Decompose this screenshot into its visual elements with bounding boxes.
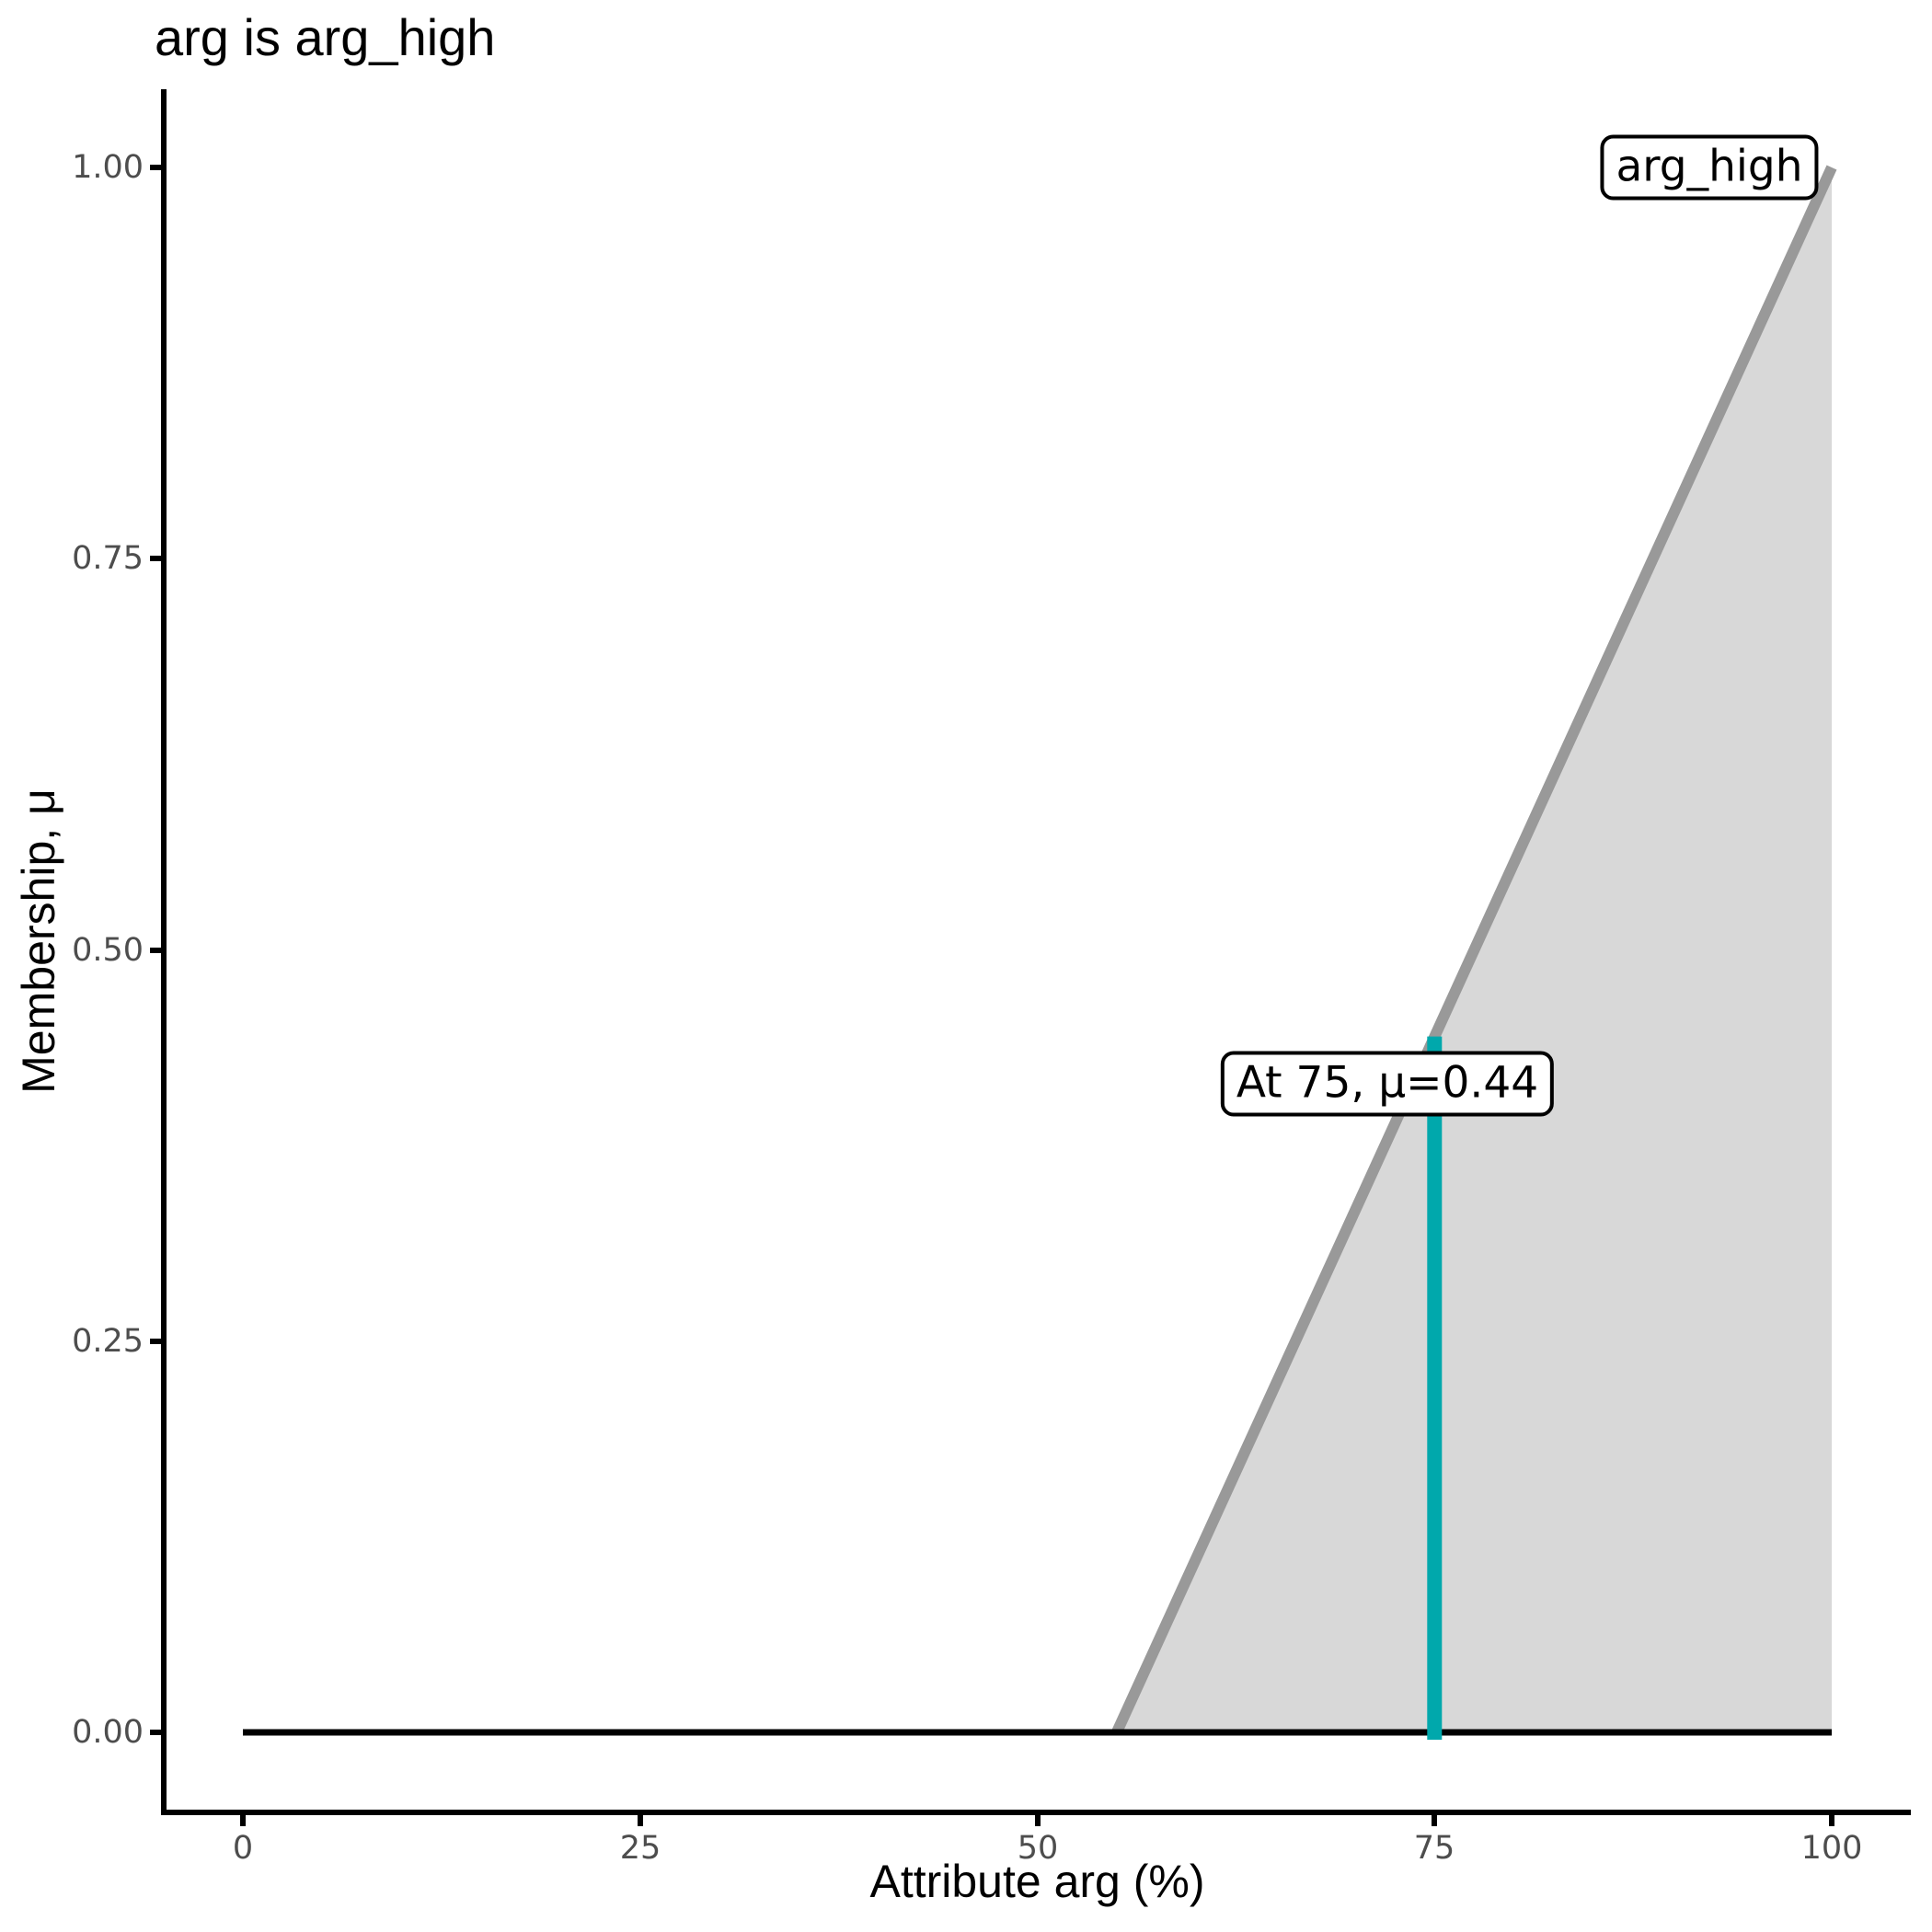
y-tick-label-1.00: 1.00 [72,149,144,186]
x-axis-title: Attribute arg (%) [869,1856,1205,1907]
x-tick-label-50: 50 [1017,1830,1059,1867]
plot-title: arg is arg_high [155,8,496,66]
y-tick-label-0.50: 0.50 [72,932,144,969]
x-tick-label-75: 75 [1413,1830,1455,1867]
y-tick-label-0.00: 0.00 [72,1714,144,1751]
membership-line [1111,165,1837,1735]
x-tick-label-100: 100 [1800,1830,1863,1867]
y-tick-label-0.25: 0.25 [72,1323,144,1360]
x-tick-label-25: 25 [619,1830,661,1867]
y-tick-label-0.75: 0.75 [72,540,144,577]
y-axis-title: Membership, μ [13,788,64,1094]
evaluation-value-label: At 75, μ=0.44 [1220,1051,1555,1117]
set-name-label: arg_high [1600,134,1819,201]
x-tick-label-0: 0 [232,1830,254,1867]
